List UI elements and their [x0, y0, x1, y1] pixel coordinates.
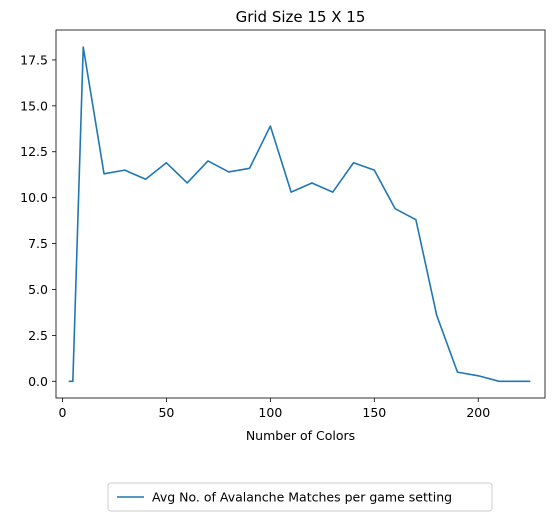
legend-label: Avg No. of Avalanche Matches per game se…: [152, 490, 452, 505]
y-tick-label: 10.0: [20, 190, 48, 205]
y-tick-label: 2.5: [28, 328, 48, 343]
legend: Avg No. of Avalanche Matches per game se…: [107, 482, 493, 512]
x-axis-label: Number of Colors: [246, 428, 355, 443]
y-tick-label: 17.5: [20, 52, 48, 67]
y-tick-label: 0.0: [28, 374, 48, 389]
x-tick-label: 150: [362, 405, 386, 420]
plot-area: [55, 29, 546, 399]
plot-frame: [55, 29, 546, 399]
y-tick-label: 5.0: [28, 282, 48, 297]
x-tick-label: 200: [466, 405, 490, 420]
y-tick-label: 12.5: [20, 144, 48, 159]
x-axis: 0 50 100 150 200: [58, 398, 490, 420]
chart-title: Grid Size 15 X 15: [236, 8, 366, 26]
series-line-0: [68, 46, 531, 383]
y-axis: 0.0 2.5 5.0 7.5 10.0 12.5 15.0 17.5: [20, 52, 56, 389]
legend-box: [107, 482, 493, 512]
y-tick-label: 15.0: [20, 98, 48, 113]
y-tick-label: 7.5: [28, 236, 48, 251]
x-tick-label: 100: [258, 405, 282, 420]
x-tick-label: 50: [158, 405, 174, 420]
x-tick-label: 0: [58, 405, 66, 420]
